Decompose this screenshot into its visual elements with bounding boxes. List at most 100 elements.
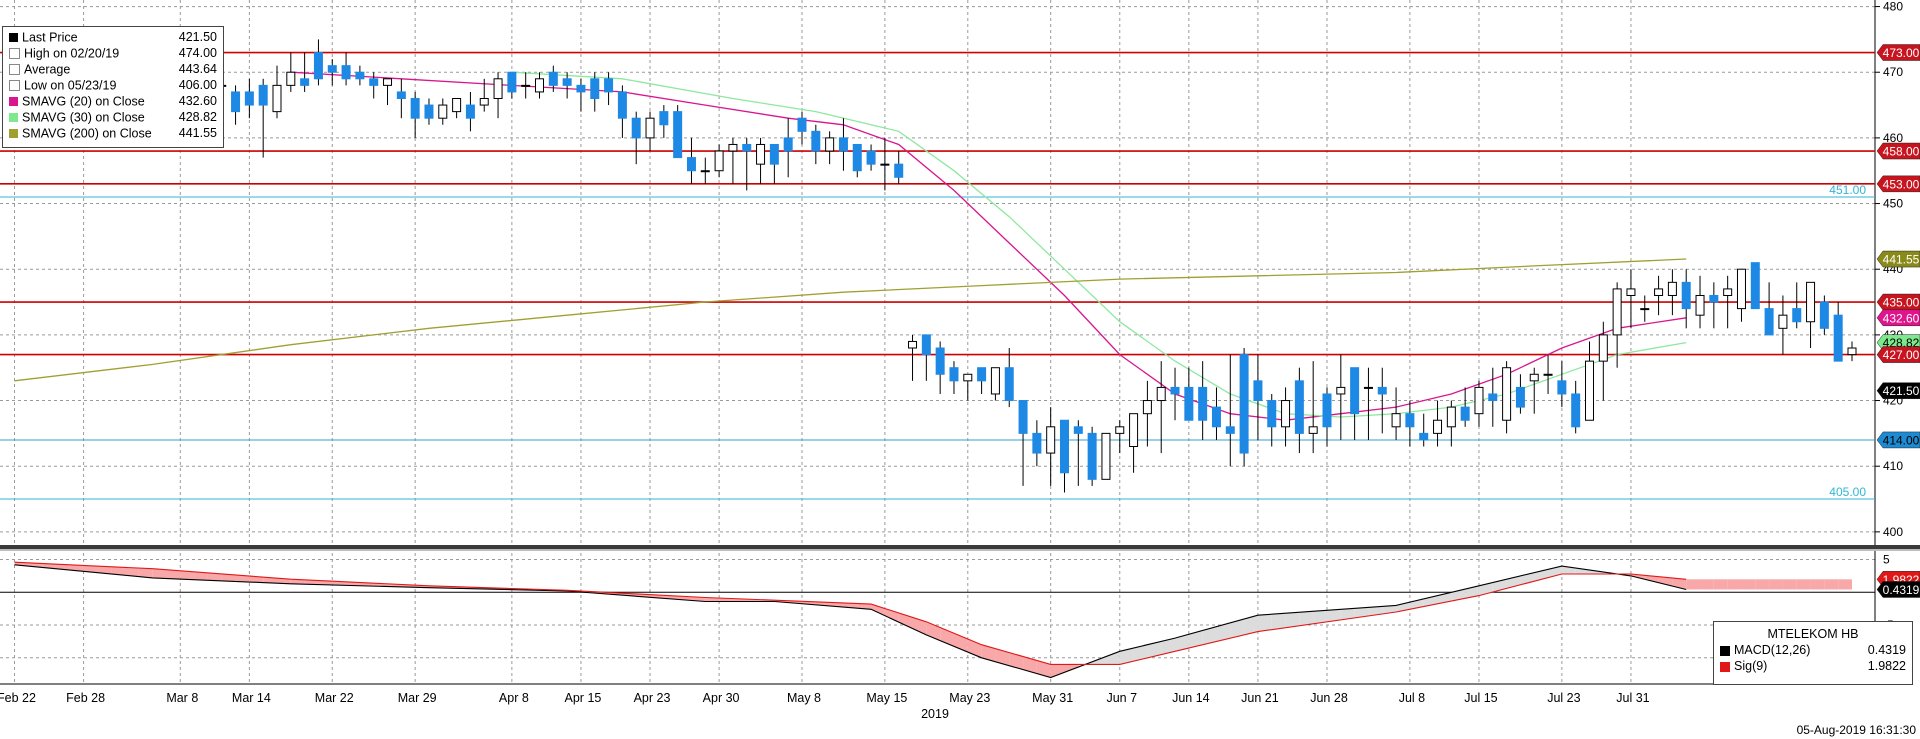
- candle-body: [1585, 360, 1594, 421]
- macd-legend: MTELEKOM HB MACD(12,26) 0.4319 Sig(9) 1.982…: [1713, 621, 1913, 685]
- candle-body: [507, 71, 517, 93]
- macd-fill: [1727, 579, 1742, 590]
- candle-body: [1695, 294, 1705, 316]
- candle-body: [977, 367, 987, 382]
- legend-item: SMAVG (30) on Close 428.82: [7, 109, 219, 125]
- panel-separator-shadow: [0, 549, 1920, 551]
- candle-body: [935, 347, 945, 375]
- candle-body: [1322, 393, 1332, 428]
- macd-fill: [1782, 579, 1797, 590]
- macd-fill: [166, 569, 181, 580]
- macd-tag: 0.4319: [1876, 581, 1920, 598]
- candle-body: [1336, 386, 1346, 395]
- candle-body: [1363, 386, 1373, 389]
- candle-body: [479, 97, 489, 106]
- candle-body: [811, 130, 821, 152]
- legend-item: Last Price 421.50: [7, 29, 219, 45]
- candle-body: [756, 143, 766, 165]
- candle-body: [1778, 314, 1788, 329]
- candle-body: [1211, 406, 1221, 428]
- macd-fill: [83, 565, 98, 573]
- candle-body: [1377, 386, 1387, 395]
- x-tick-label: May 31: [1032, 691, 1073, 705]
- candle-body: [286, 71, 296, 86]
- legend-swatch: [9, 129, 18, 139]
- candle-body: [686, 157, 696, 172]
- level-label: 451.00: [1829, 183, 1866, 197]
- macd-fill: [1810, 579, 1825, 590]
- candle-body: [1225, 426, 1235, 434]
- macd-legend-item: Sig(9) 1.9822: [1720, 658, 1906, 674]
- legend-label: Low on 05/23/19: [24, 78, 117, 93]
- macd-fill: [1161, 638, 1176, 655]
- macd-fill: [207, 572, 222, 581]
- candle-body: [424, 104, 434, 119]
- x-tick-label: Jul 23: [1547, 691, 1580, 705]
- candle-body: [1156, 386, 1166, 402]
- candle-body: [1308, 426, 1318, 434]
- candle-body: [659, 111, 669, 126]
- candle-body: [949, 367, 959, 382]
- legend-label: SMAVG (200) on Close: [22, 126, 152, 141]
- price-tag-label: 453.00: [1883, 177, 1920, 191]
- macd-fill: [1700, 579, 1714, 590]
- candle-body: [1253, 380, 1263, 402]
- candle-body: [1446, 406, 1456, 428]
- candle-body: [576, 84, 586, 93]
- candle-body: [272, 84, 282, 113]
- candle-body: [521, 84, 531, 87]
- macd-fill: [111, 566, 126, 576]
- candle-body: [1792, 308, 1802, 323]
- legend-swatch: [9, 97, 18, 107]
- candle-body: [1419, 432, 1429, 441]
- candle-body: [1046, 426, 1056, 454]
- macd-fill: [981, 644, 996, 662]
- macd-legend-label: MACD(12,26): [1734, 643, 1811, 657]
- macd-fill: [1175, 634, 1189, 652]
- candle-body: [1433, 419, 1443, 434]
- macd-fill: [1105, 651, 1120, 665]
- candle-body: [548, 71, 558, 86]
- price-tag: 435.00: [1876, 293, 1920, 311]
- price-tag-label: 421.50: [1883, 384, 1920, 398]
- price-tag-label: 458.00: [1883, 145, 1920, 159]
- candle-body: [244, 91, 254, 106]
- legend-value: 406.00: [178, 78, 217, 92]
- candle-body: [1391, 413, 1401, 428]
- y-tick-label: 480: [1883, 0, 1903, 14]
- price-legend: Last Price 421.50 High on 02/20/19 474.00 Av…: [2, 26, 224, 148]
- candle-body: [728, 143, 738, 152]
- legend-label: SMAVG (30) on Close: [22, 110, 145, 125]
- x-tick-label: Jul 8: [1399, 691, 1425, 705]
- macd-fill: [705, 597, 720, 602]
- legend-value: 428.82: [178, 110, 217, 124]
- candle-body: [355, 71, 365, 80]
- candle-body: [1073, 426, 1083, 434]
- legend-value: 432.60: [178, 94, 217, 108]
- panel-separator: [0, 545, 1920, 549]
- candle-body: [1764, 308, 1774, 336]
- x-tick-label: Apr 8: [499, 691, 529, 705]
- macd-legend-value: 1.9822: [1867, 659, 1906, 673]
- candle-body: [1004, 367, 1014, 402]
- x-tick-label: Jul 31: [1616, 691, 1649, 705]
- candle-body: [1847, 347, 1857, 356]
- x-tick-label: Feb 28: [66, 691, 105, 705]
- macd-fill: [1575, 568, 1590, 574]
- x-tick-label: Apr 23: [634, 691, 671, 705]
- price-tag: 453.00: [1876, 175, 1920, 193]
- candle-body: [1460, 406, 1470, 421]
- price-tag-label: 473.00: [1883, 46, 1920, 60]
- candle-body: [1170, 386, 1180, 395]
- candle-body: [396, 91, 406, 99]
- macd-fill: [1658, 576, 1673, 587]
- macd-fill: [1465, 585, 1479, 599]
- price-tag-shape: [1876, 346, 1920, 363]
- macd-fill: [318, 580, 333, 585]
- x-tick-label: May 23: [949, 691, 990, 705]
- candle-body: [1819, 301, 1829, 329]
- macd-fill: [1299, 611, 1314, 626]
- macd-legend-swatch: [1720, 645, 1730, 656]
